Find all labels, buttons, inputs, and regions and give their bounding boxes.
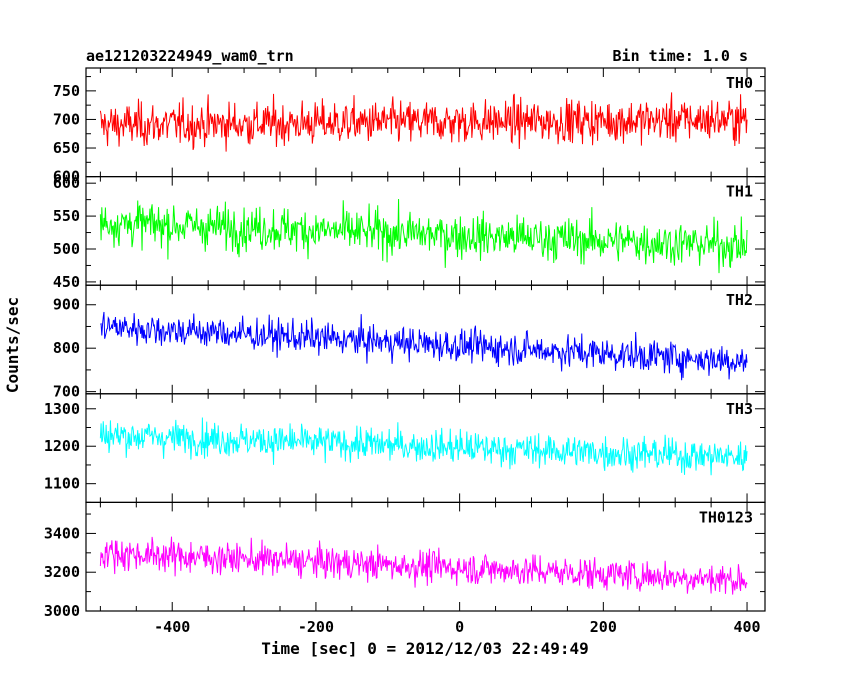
x-tick-label: 400	[733, 618, 760, 636]
y-tick-label: 3200	[44, 563, 80, 581]
x-tick-label: 200	[590, 618, 617, 636]
y-tick-label: 600	[53, 168, 80, 186]
y-tick-label: 3000	[44, 602, 80, 620]
x-axis-label: Time [sec] 0 = 2012/12/03 22:49:49	[261, 639, 589, 658]
series-line-th2	[100, 311, 748, 381]
x-tick-label: -400	[154, 618, 190, 636]
panel-label-th0123: TH0123	[699, 508, 753, 526]
panel-frame	[85, 501, 766, 612]
y-tick-label: 1200	[44, 437, 80, 455]
chart-title-right: Bin time: 1.0 s	[613, 47, 748, 65]
x-tick-label: -200	[298, 618, 334, 636]
series-line-th1	[99, 199, 748, 274]
chart-title-left: ae121203224949_wam0_trn	[86, 47, 294, 65]
panel-frame	[85, 176, 766, 286]
y-tick-label: 1100	[44, 475, 80, 493]
series-line-th0123	[99, 536, 748, 595]
panel-label-th0: TH0	[726, 74, 753, 92]
y-tick-label: 3400	[44, 524, 80, 542]
panels-group: 600 650 700 750 TH0 450 500 550 600 TH1 700 800 900 T…	[44, 67, 766, 636]
y-tick-label: 600	[53, 174, 80, 192]
y-tick-label: 700	[53, 383, 80, 401]
y-tick-label: 650	[53, 139, 80, 157]
panel-label-th3: TH3	[726, 400, 753, 418]
y-tick-label: 500	[53, 240, 80, 258]
series-line-th3	[99, 417, 748, 476]
y-tick-label: 700	[53, 110, 80, 128]
y-tick-label: 900	[53, 296, 80, 314]
y-tick-label: 1300	[44, 400, 80, 418]
series-line-th0	[99, 92, 748, 152]
x-tick-label: 0	[455, 618, 464, 636]
y-tick-label: 800	[53, 339, 80, 357]
y-tick-label: 550	[53, 207, 80, 225]
y-tick-label: 750	[53, 82, 80, 100]
panel-label-th2: TH2	[726, 291, 753, 309]
y-axis-label: Counts/sec	[3, 297, 22, 393]
y-tick-label: 450	[53, 273, 80, 291]
panel-label-th1: TH1	[726, 183, 753, 201]
